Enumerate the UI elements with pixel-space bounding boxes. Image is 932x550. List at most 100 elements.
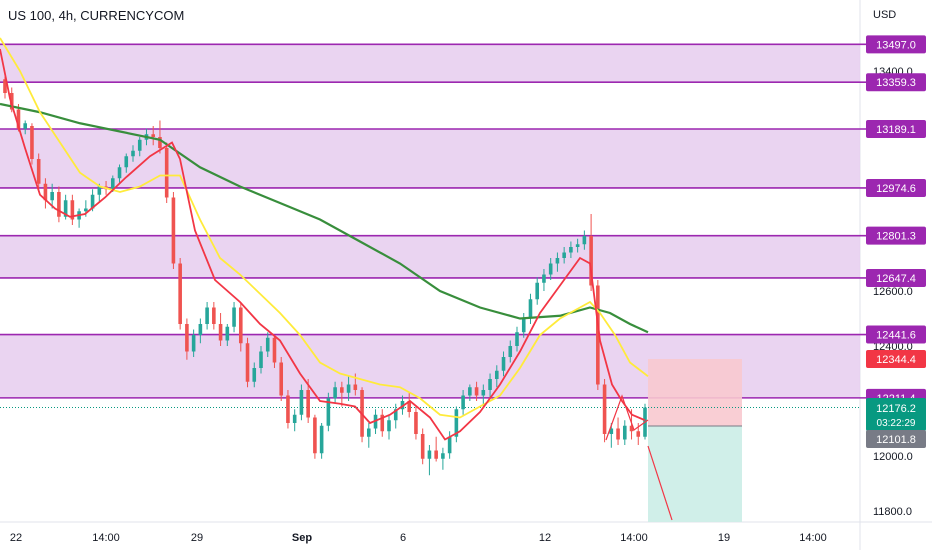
level-badge-label: 12441.6 (876, 330, 916, 342)
candle-body (454, 409, 459, 437)
candle-body (292, 414, 297, 423)
candle-body (521, 318, 526, 333)
zone-3 (0, 235, 860, 278)
candle-body (326, 398, 331, 426)
candle-body (30, 126, 34, 159)
current-price-badge (866, 398, 926, 431)
candle-body (548, 263, 553, 275)
currency-label: USD (873, 9, 896, 21)
ema-slow-line (0, 102, 649, 334)
candle-body (602, 384, 607, 434)
target-badge-label: 12101.8 (876, 434, 916, 446)
y-tick-label: 12000.0 (873, 451, 913, 463)
candle-body (205, 307, 209, 324)
candle-body (407, 401, 412, 412)
candle-body (63, 200, 68, 217)
candle-body (124, 156, 129, 168)
candle-body (16, 109, 21, 129)
level-badge (866, 268, 926, 287)
level-badge (866, 119, 926, 138)
x-tick-label: 22 (10, 532, 22, 544)
candle-body (636, 431, 641, 437)
candle-body (90, 194, 95, 209)
candle-body (286, 395, 290, 423)
candle-body (279, 362, 284, 396)
ema-fast-line (0, 48, 646, 441)
candle-body (164, 148, 169, 198)
candle-body (57, 192, 61, 217)
candle-body (474, 387, 479, 396)
candle-body (582, 236, 587, 245)
chart-title: US 100, 4h, CURRENCYCOM (8, 8, 185, 23)
candle-body (238, 307, 243, 344)
candle-body (461, 395, 465, 410)
candle-body (43, 183, 48, 201)
level-badge-label: 13189.1 (876, 124, 916, 136)
candle-body (569, 247, 573, 253)
candle-body (319, 425, 324, 454)
level-badge (866, 35, 926, 54)
candle-body (353, 384, 358, 390)
candle-body (50, 192, 54, 201)
candle-body (555, 258, 560, 264)
candle-body (218, 324, 223, 341)
candle-body (622, 425, 627, 440)
candle-body (616, 428, 620, 440)
level-badge-label: 12647.4 (876, 273, 916, 285)
x-tick-label: Sep (292, 532, 312, 544)
candle-body (178, 263, 182, 324)
countdown-label: 03:22:29 (877, 418, 916, 429)
candle-body (447, 436, 452, 454)
candle-body (494, 370, 499, 379)
candle-body (198, 324, 203, 335)
level-badge (866, 226, 926, 245)
target-badge (866, 430, 926, 448)
candle-body (427, 450, 432, 459)
candle-body (23, 123, 28, 129)
y-tick-label: 12600.0 (873, 286, 913, 298)
candle-body (420, 434, 425, 459)
candle-body (629, 425, 634, 432)
x-tick-label: 14:00 (92, 532, 120, 544)
level-badge (866, 73, 926, 92)
stop-loss-zone (648, 359, 742, 428)
level-badge-label: 12801.3 (876, 231, 916, 243)
candle-body (158, 137, 162, 148)
candle-body (232, 307, 236, 327)
candle-body (441, 453, 445, 459)
candle-body (380, 414, 385, 432)
level-badge-label: 13497.0 (876, 39, 916, 51)
zone-1 (0, 44, 860, 83)
candle-body (137, 139, 142, 151)
projection-zigzag (605, 394, 649, 441)
candle-body (272, 337, 277, 363)
candle-body (346, 384, 351, 393)
level-badge (866, 178, 926, 197)
candle-body (117, 167, 122, 179)
candle-body (542, 274, 546, 283)
candle-body (589, 236, 593, 286)
y-tick-label: 11800.0 (873, 506, 912, 518)
candle-body (333, 387, 337, 399)
candle-body (212, 307, 216, 324)
candle-body (265, 337, 270, 352)
candle-body (252, 368, 257, 382)
level-badge (866, 325, 926, 344)
candle-body (185, 324, 189, 352)
candle-body (151, 134, 156, 137)
candle-body (313, 417, 317, 454)
candle-body (171, 197, 176, 264)
candle-body (387, 420, 391, 432)
current-price-label: 12176.2 (876, 403, 916, 415)
candle-body (110, 178, 115, 190)
candle-body (528, 299, 533, 319)
candle-body (3, 79, 7, 93)
x-tick-label: 6 (400, 532, 406, 544)
candle-body (481, 390, 486, 396)
x-tick-label: 14:00 (620, 532, 648, 544)
candle-body (575, 244, 580, 247)
candle-body (535, 282, 540, 300)
candle-body (488, 379, 492, 390)
candle-body (225, 326, 230, 341)
